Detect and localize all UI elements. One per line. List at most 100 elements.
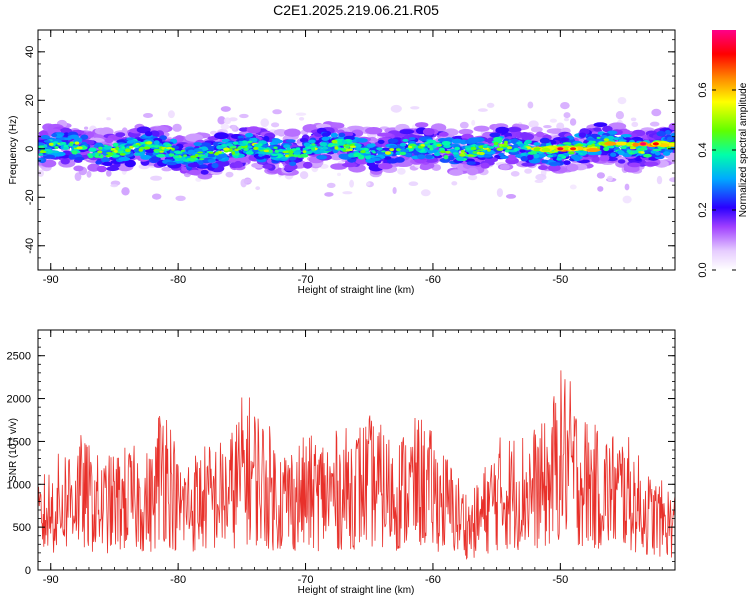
spectrogram-blob (644, 161, 659, 167)
spectrogram-blob (245, 132, 254, 138)
spectrogram-blob (613, 137, 620, 141)
spectrogram-blob (510, 171, 520, 177)
spectrogram-blob (263, 155, 271, 159)
spectrogram-blob (651, 108, 662, 117)
spectrogram-blob (520, 156, 528, 162)
spectrogram-blob (74, 141, 80, 145)
spectrogram-blob (666, 136, 674, 141)
spectrogram-blob (125, 148, 131, 153)
spectrogram-blob (541, 147, 551, 152)
spectrogram-blob (48, 142, 54, 146)
spectrogram-blob (234, 160, 243, 168)
spectrogram-blob (175, 195, 186, 201)
spectrogram-blob (366, 182, 371, 186)
spectrogram-blob (562, 142, 572, 145)
spectrogram-blob (493, 141, 499, 146)
spectrogram-blob (38, 153, 44, 156)
spectrogram-blob (372, 151, 376, 154)
spectrogram-blob (38, 130, 49, 136)
spectrogram-blob (106, 170, 112, 177)
spectrogram-blob (259, 143, 263, 147)
spectrogram-blob (229, 146, 237, 149)
spectrogram-blob (43, 154, 56, 159)
spectrogram-blob (342, 191, 353, 195)
spectrogram-blob (244, 178, 253, 184)
spectrogram-blob (668, 123, 675, 130)
spectrogram-blob (198, 164, 208, 168)
spectrogram-blob (51, 133, 58, 138)
spectrogram-blob (52, 150, 60, 154)
spectrogram-blob (624, 183, 630, 191)
spectrogram-blob (581, 150, 587, 155)
spectrogram-blob (548, 162, 561, 166)
snr-xlabel: Height of straight line (km) (298, 585, 415, 596)
colorbar-tick-label: 0.6 (697, 82, 709, 97)
spectrogram-blob (526, 154, 534, 161)
spectrogram-blob (287, 153, 295, 157)
spectrogram-blob (617, 159, 626, 164)
spectrogram-blob (459, 121, 469, 129)
spectrogram-blob (568, 151, 575, 155)
spectrogram-blob (106, 117, 111, 121)
spectrogram-blob (418, 137, 428, 142)
spectrogram-blob (104, 137, 114, 144)
spectrogram-blob (460, 149, 465, 153)
spectrogram-blob (166, 147, 173, 150)
spectrogram-blob (299, 171, 309, 180)
spectrogram-blob (615, 111, 625, 120)
spectrogram-blob (477, 108, 488, 112)
spectrogram-blob (69, 134, 79, 139)
spectrogram-blob (495, 126, 510, 134)
spectrogram-blob (489, 146, 495, 149)
spectrogram-blob (603, 146, 610, 152)
spectrogram-blob (289, 161, 297, 166)
spectrogram-blob (535, 173, 547, 181)
spectrogram-blob (466, 161, 476, 166)
spectrogram-blob (272, 139, 284, 144)
spectrogram-blob (607, 175, 613, 182)
spectrogram-blob (626, 149, 632, 153)
spectrogram-blob (520, 147, 528, 150)
spectrogram-blob (258, 147, 264, 150)
spectrogram-blob (541, 159, 549, 164)
spectrogram-blob (124, 159, 136, 168)
spectrogram-blob (112, 142, 119, 147)
spectrogram-blob (201, 155, 207, 159)
spectrogram-blob (496, 147, 504, 151)
spectrogram-blob (415, 122, 429, 128)
spectrogram-blob (199, 142, 212, 148)
spectrogram-blob (498, 152, 505, 157)
y-tick-label: 40 (24, 46, 36, 58)
spectrogram-blob (311, 143, 316, 146)
spectrogram-blob (214, 152, 219, 156)
spectrogram-blob (110, 148, 117, 151)
spectrogram-blob (326, 182, 336, 188)
spectrogram-blob (64, 137, 72, 141)
spectrogram-blob (106, 152, 113, 155)
y-tick-label: 0 (24, 146, 36, 152)
spectrogram-blob (394, 161, 413, 167)
spectrogram-blob (569, 118, 577, 126)
spectrogram-blob (384, 151, 392, 155)
spectrogram-blob (183, 154, 188, 158)
spectrogram-blob (40, 135, 50, 140)
spectrogram-blob (144, 131, 153, 137)
spectrogram-blob (150, 175, 163, 181)
spectrogram-blob (337, 172, 341, 177)
spectrogram-blob (187, 162, 200, 168)
spectrogram-blob (62, 147, 69, 150)
spectrogram-blob (524, 168, 532, 174)
spectrogram-blob (438, 132, 449, 137)
spectrogram-blob (221, 138, 230, 143)
spectrogram-blob (400, 148, 410, 153)
spectrogram-blob (257, 151, 267, 155)
spectrogram-blob (60, 158, 70, 165)
spectrogram-blob (417, 154, 426, 160)
spectrogram-blob (263, 135, 270, 142)
spectrogram-blob (472, 151, 478, 154)
spectrogram-blobs (38, 97, 675, 204)
spectrogram-blob (441, 141, 451, 146)
spectrogram-blob (303, 142, 311, 147)
spectrogram-blob (231, 151, 236, 155)
